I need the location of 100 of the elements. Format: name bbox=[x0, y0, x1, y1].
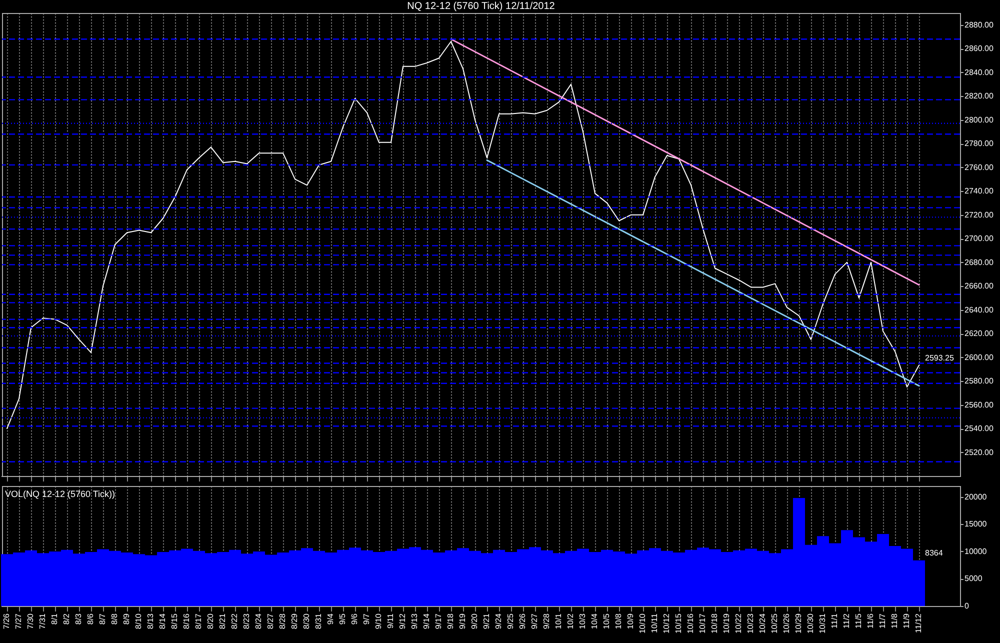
x-tick-label: 10/3 bbox=[578, 612, 587, 630]
x-tick-label: 11/6 bbox=[866, 612, 875, 628]
y-tick-label: 20000 bbox=[964, 492, 988, 502]
x-tick-label: 10/23 bbox=[746, 612, 755, 634]
x-tick-label: 8/14 bbox=[158, 612, 167, 630]
x-tick-label: 9/13 bbox=[410, 612, 419, 630]
chart-title: VOL(NQ 12-12 (5760 Tick)) bbox=[5, 489, 116, 499]
y-tick-label: 15000 bbox=[964, 520, 988, 529]
x-tick-label: 10/4 bbox=[590, 612, 599, 630]
x-tick-label: 10/19 bbox=[722, 612, 731, 634]
x-tick-label: 7/30 bbox=[26, 612, 35, 630]
y-tick-label: 2680.00 bbox=[964, 258, 994, 267]
y-tick-label: 2600.00 bbox=[964, 352, 994, 362]
x-tick-label: 9/14 bbox=[422, 612, 431, 630]
x-tick-label: 9/20 bbox=[470, 612, 479, 630]
x-tick-label: 10/15 bbox=[674, 612, 683, 634]
x-tick-label: 10/2 bbox=[566, 612, 575, 630]
x-tick-label: 10/24 bbox=[758, 612, 767, 634]
x-tick-label: 9/18 bbox=[446, 612, 455, 630]
x-tick-label: 10/8 bbox=[614, 612, 623, 630]
x-tick-label: 8/24 bbox=[254, 612, 263, 630]
y-tick-label: 2880.00 bbox=[964, 20, 994, 30]
x-tick-label: 9/25 bbox=[506, 612, 515, 630]
x-tick-label: 10/16 bbox=[686, 612, 695, 634]
y-tick-label: 2580.00 bbox=[964, 376, 994, 386]
y-tick-label: 2820.00 bbox=[964, 92, 994, 101]
annotation: 8364 bbox=[925, 548, 944, 558]
x-tick-label: 9/11 bbox=[386, 612, 395, 628]
annotation: 2593.25 bbox=[925, 353, 954, 362]
x-tick-label: 8/22 bbox=[230, 612, 239, 630]
x-tick-label: 10/11 bbox=[650, 612, 659, 633]
x-tick-label: 8/29 bbox=[290, 612, 299, 630]
x-tick-label: 9/19 bbox=[458, 612, 467, 630]
x-tick-label: 11/5 bbox=[854, 612, 863, 628]
chart-title: NQ 12-12 (5760 Tick) 12/11/2012 bbox=[407, 1, 556, 12]
x-tick-label: 8/1 bbox=[50, 612, 59, 625]
x-tick-label: 10/9 bbox=[626, 612, 635, 630]
y-tick-label: 2720.00 bbox=[964, 210, 994, 220]
x-tick-label: 7/31 bbox=[38, 612, 47, 630]
x-tick-label: 8/30 bbox=[302, 612, 311, 630]
x-tick-label: 8/20 bbox=[206, 612, 215, 630]
x-tick-label: 9/6 bbox=[350, 612, 359, 625]
x-tick-label: 8/9 bbox=[122, 612, 131, 625]
y-tick-label: 2540.00 bbox=[964, 424, 994, 434]
x-tick-label: 10/29 bbox=[794, 612, 803, 634]
x-tick-label: 9/12 bbox=[398, 612, 407, 630]
x-tick-label: 10/25 bbox=[770, 612, 779, 634]
y-tick-label: 2800.00 bbox=[964, 115, 994, 124]
x-tick-label: 11/1 bbox=[830, 612, 839, 628]
x-tick-label: 10/1 bbox=[554, 612, 563, 630]
x-tick-label: 9/4 bbox=[326, 612, 335, 625]
x-tick-label: 8/21 bbox=[218, 612, 227, 630]
line-series bbox=[6, 40, 920, 430]
x-tick-label: 10/5 bbox=[602, 612, 611, 630]
x-tick-label: 9/27 bbox=[530, 612, 539, 630]
x-tick-label: 9/17 bbox=[434, 612, 443, 630]
x-tick-label: 11/7 bbox=[878, 612, 887, 628]
x-tick-label: 10/18 bbox=[710, 612, 719, 634]
y-tick-label: 10000 bbox=[964, 546, 988, 556]
y-tick-label: 5000 bbox=[964, 574, 983, 584]
x-tick-label: 11/9 bbox=[902, 612, 911, 628]
x-tick-label: 11/8 bbox=[890, 612, 899, 628]
y-tick-label: 2660.00 bbox=[964, 282, 994, 291]
x-tick-label: 9/24 bbox=[494, 612, 503, 630]
x-tick-label: 10/10 bbox=[638, 612, 647, 634]
x-tick-label: 8/8 bbox=[110, 612, 119, 625]
x-tick-label: 10/31 bbox=[818, 612, 827, 634]
x-tick-label: 8/6 bbox=[86, 612, 95, 625]
y-tick-label: 2520.00 bbox=[964, 448, 994, 457]
x-tick-label: 10/17 bbox=[698, 612, 707, 634]
x-tick-label: 8/23 bbox=[242, 612, 251, 630]
x-tick-label: 11/2 bbox=[842, 612, 851, 628]
x-tick-label: 8/10 bbox=[134, 612, 143, 630]
x-tick-label: 8/2 bbox=[62, 612, 71, 625]
x-tick-label: 10/12 bbox=[662, 612, 671, 634]
x-tick-label: 9/28 bbox=[542, 612, 551, 630]
y-tick-label: 2760.00 bbox=[964, 162, 994, 172]
x-tick-label: 8/3 bbox=[74, 612, 83, 625]
x-tick-label: 8/7 bbox=[98, 612, 107, 625]
x-tick-label: 8/28 bbox=[278, 612, 287, 630]
x-tick-label: 9/26 bbox=[518, 612, 527, 630]
y-tick-label: 2640.00 bbox=[964, 305, 994, 314]
x-tick-label: 8/13 bbox=[146, 612, 155, 630]
y-tick-label: 2840.00 bbox=[964, 68, 994, 77]
y-tick-label: 2860.00 bbox=[964, 44, 994, 54]
x-tick-label: 9/7 bbox=[362, 612, 371, 625]
x-tick-label: 9/5 bbox=[338, 612, 347, 625]
x-tick-label: 7/27 bbox=[14, 612, 23, 630]
x-tick-label: 11/12 bbox=[914, 612, 923, 633]
y-tick-label: 2700.00 bbox=[964, 234, 994, 244]
x-tick-label: 8/16 bbox=[182, 612, 191, 630]
x-tick-label: 10/22 bbox=[734, 612, 743, 634]
y-tick-label: 2620.00 bbox=[964, 329, 994, 338]
x-tick-label: 8/27 bbox=[266, 612, 275, 630]
y-tick-label: 2780.00 bbox=[964, 139, 994, 148]
y-tick-label: 2740.00 bbox=[964, 186, 994, 196]
x-tick-label: 8/31 bbox=[314, 612, 323, 630]
y-tick-label: 0 bbox=[964, 602, 970, 610]
x-tick-label: 8/15 bbox=[170, 612, 179, 630]
x-tick-label: 8/17 bbox=[194, 612, 203, 630]
